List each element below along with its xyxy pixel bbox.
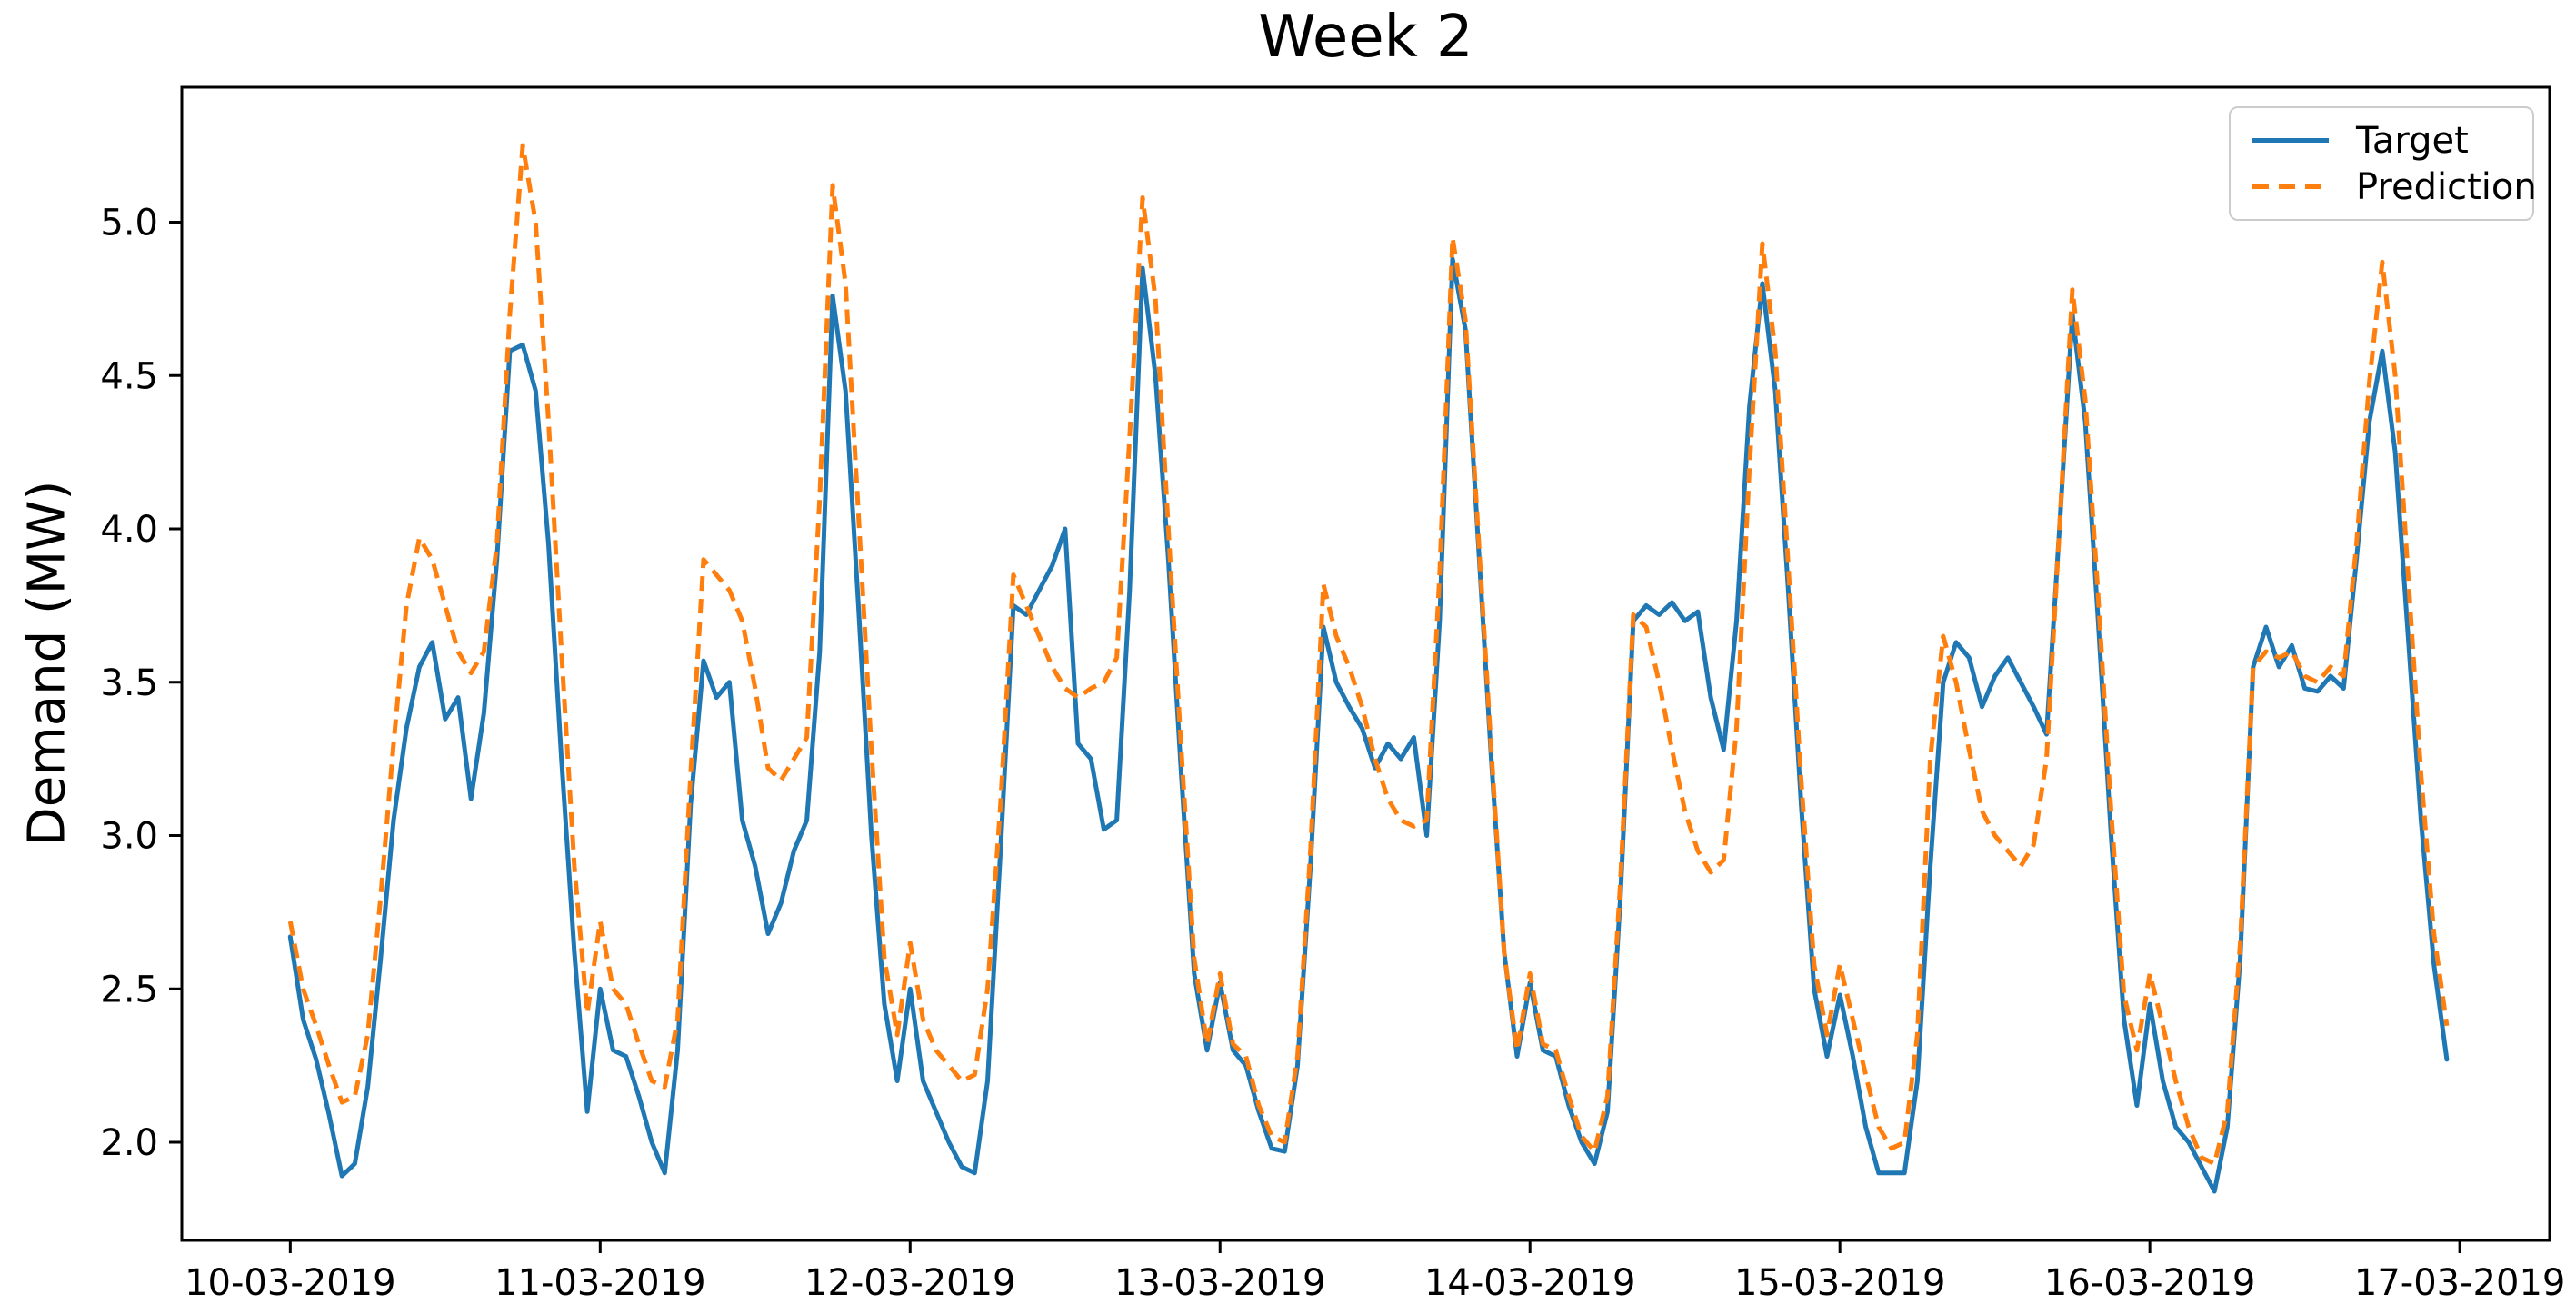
legend: Target Prediction	[2229, 106, 2537, 221]
y-tick-label: 2.0	[100, 1122, 158, 1164]
y-tick-label: 5.0	[100, 203, 158, 244]
x-tick-label: 11-03-2019	[494, 1262, 705, 1304]
prediction-line	[287, 143, 2450, 1167]
prediction-dashed-line-icon	[2252, 184, 2329, 189]
legend-entry-prediction: Prediction	[2252, 169, 2537, 205]
y-tick-label: 3.0	[100, 816, 158, 858]
x-tick-label: 16-03-2019	[2044, 1262, 2255, 1304]
chart-title: Week 2	[1258, 4, 1473, 71]
x-tick-label: 17-03-2019	[2354, 1262, 2565, 1304]
target-line-icon	[2252, 138, 2329, 143]
x-tick-label: 14-03-2019	[1424, 1262, 1635, 1304]
legend-label-prediction: Prediction	[2356, 165, 2537, 208]
legend-entry-target: Target	[2252, 123, 2523, 159]
legend-label-target: Target	[2356, 119, 2469, 162]
y-tick-label: 2.5	[100, 969, 158, 1010]
axes-frame	[180, 85, 2551, 1242]
x-tick-label: 12-03-2019	[804, 1262, 1015, 1304]
target-line	[287, 256, 2450, 1194]
y-tick-label: 4.0	[100, 509, 158, 551]
y-tick-label: 4.5	[100, 355, 158, 397]
y-tick-label: 3.5	[100, 662, 158, 704]
x-tick-label: 15-03-2019	[1734, 1262, 1945, 1304]
x-tick-label: 10-03-2019	[185, 1262, 395, 1304]
x-tick-label: 13-03-2019	[1114, 1262, 1325, 1304]
